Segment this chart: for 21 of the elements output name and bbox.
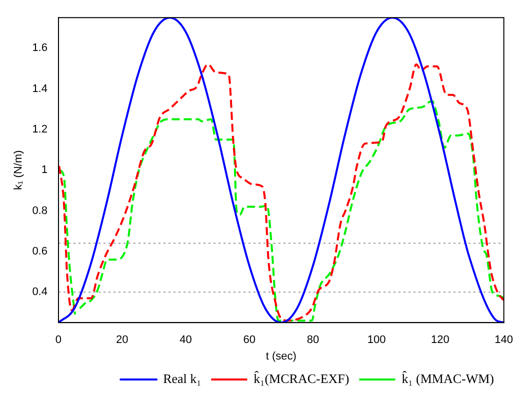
y-tick-label: 1.4 [32, 82, 48, 95]
legend-label: k̂₁(MCRAC-EXF) [254, 370, 350, 386]
x-tick-label: 40 [180, 334, 192, 346]
legend-label: Real k₁ [163, 370, 202, 386]
x-axis-title: t (sec) [266, 350, 296, 362]
y-tick-label: 1.6 [32, 42, 48, 54]
line-series [58, 18, 504, 323]
x-tick-label: 120 [431, 334, 450, 346]
y-tick-label: 1.2 [32, 123, 48, 136]
y-tick-label: 0.8 [32, 204, 48, 217]
y-tick-label: 1 [41, 164, 48, 176]
y-axis-title: k₁ (N/m) [12, 150, 25, 190]
x-tick-label: 100 [367, 334, 386, 346]
y-tick-label: 0.4 [32, 286, 48, 298]
x-tick-label: 80 [306, 334, 320, 346]
y-tick-label: 0.6 [32, 245, 48, 258]
x-tick-label: 0 [55, 334, 62, 346]
x-tick-label: 20 [116, 334, 128, 346]
x-tick-label: 140 [494, 334, 514, 346]
legend-label: k̂₁ (MMAC-WM) [402, 370, 494, 386]
x-tick-label: 60 [243, 334, 256, 346]
